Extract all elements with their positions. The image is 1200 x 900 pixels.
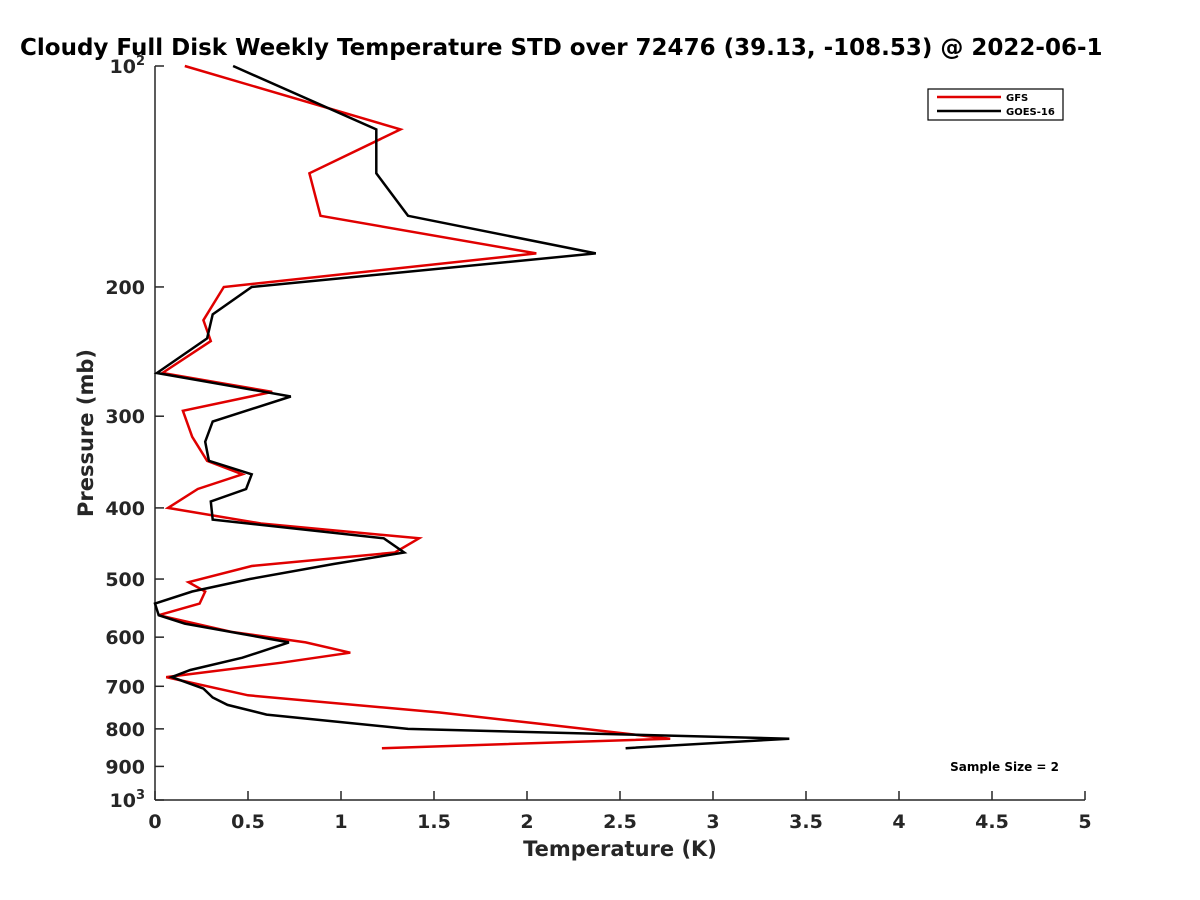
y-tick-label: 600	[105, 627, 145, 649]
x-tick-label: 5	[1078, 811, 1091, 833]
series-line-gfs	[158, 64, 671, 750]
y-axis-ticks: 102 200 300 400 500 600 700 800 900 103	[105, 54, 164, 812]
x-tick-label: 1	[334, 811, 347, 833]
sample-size-annotation: Sample Size = 2	[950, 760, 1059, 774]
x-tick-label: 0.5	[231, 811, 265, 833]
series-line-goes16	[153, 64, 790, 750]
x-axis-label: Temperature (K)	[523, 837, 717, 861]
x-tick-label: 2	[520, 811, 533, 833]
legend-label-gfs: GFS	[1006, 93, 1028, 104]
legend-label-goes16: GOES-16	[1006, 107, 1055, 118]
x-tick-label: 3.5	[789, 811, 823, 833]
series-lines	[153, 64, 790, 750]
chart-title: Cloudy Full Disk Weekly Temperature STD …	[20, 35, 1103, 61]
x-tick-label: 4.5	[975, 811, 1009, 833]
x-axis-ticks: 0 0.5 1 1.5 2 2.5 3 3.5 4 4.5 5	[148, 791, 1092, 833]
x-tick-label: 0	[148, 811, 161, 833]
y-tick-label: 900	[105, 756, 145, 778]
y-tick-label: 300	[105, 406, 145, 428]
legend-box	[927, 88, 1064, 121]
x-tick-label: 2.5	[603, 811, 637, 833]
y-tick-label: 200	[105, 277, 145, 299]
y-tick-label: 102	[110, 54, 146, 78]
x-tick-label: 4	[892, 811, 905, 833]
y-tick-label: 500	[105, 569, 145, 591]
y-axis-label: Pressure (mb)	[74, 349, 98, 517]
y-tick-label: 400	[105, 498, 145, 520]
x-tick-label: 1.5	[417, 811, 451, 833]
y-tick-label: 700	[105, 676, 145, 698]
x-tick-label: 3	[706, 811, 719, 833]
y-tick-label: 103	[110, 788, 146, 812]
legend: GFS GOES-16	[927, 88, 1064, 121]
y-tick-label: 800	[105, 719, 145, 741]
